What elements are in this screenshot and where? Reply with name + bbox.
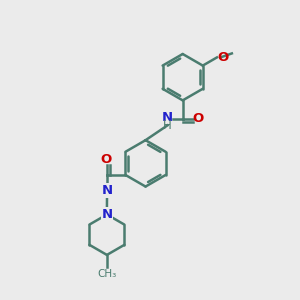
Text: N: N — [162, 111, 173, 124]
Text: O: O — [218, 51, 229, 64]
Text: N: N — [101, 184, 112, 197]
Text: CH₃: CH₃ — [97, 269, 116, 279]
Text: N: N — [101, 208, 112, 221]
Text: H: H — [163, 119, 172, 132]
Text: O: O — [193, 112, 204, 125]
Text: O: O — [100, 153, 111, 166]
